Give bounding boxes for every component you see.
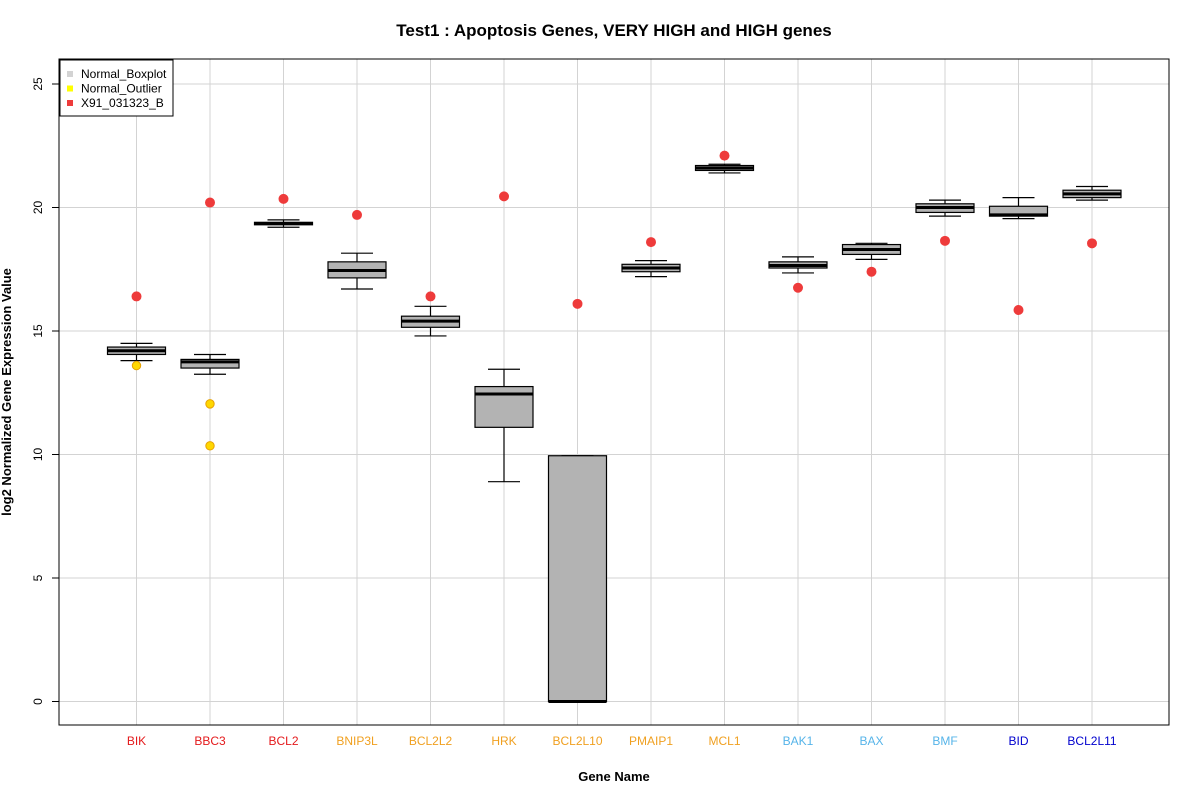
sample-point (866, 266, 877, 277)
x-tick-label: HRK (491, 734, 516, 748)
x-tick-label: PMAIP1 (629, 734, 673, 748)
outlier-point (131, 360, 142, 371)
sample-point (1087, 238, 1097, 249)
x-tick-label: BAX (859, 734, 883, 748)
x-tick-label: BIK (127, 734, 146, 748)
chart-title: Test1 : Apoptosis Genes, VERY HIGH and H… (396, 21, 831, 40)
x-axis-labels: BIK BBC3 BCL2 BNIP3L BCL2L2 HRK BCL2L10 PMAIP1 M… (127, 734, 1117, 748)
sample-point (1013, 305, 1024, 316)
box-body (180, 358, 240, 369)
sample-point (278, 193, 289, 204)
plot-frame (58, 58, 1170, 726)
sample-point (940, 235, 950, 246)
grid (59, 59, 1169, 725)
legend-label: Normal_Boxplot (81, 67, 167, 81)
x-tick-label: BNIP3L (336, 734, 378, 748)
legend-marker (67, 100, 73, 106)
sample-point (719, 150, 730, 161)
x-tick-label: BMF (932, 734, 957, 748)
y-tick-label: 5 (31, 574, 45, 581)
sample-point (499, 191, 509, 202)
legend-marker (67, 85, 73, 92)
x-axis-title: Gene Name (578, 769, 650, 784)
sample-point (205, 197, 215, 208)
x-tick-label: MCL1 (708, 734, 740, 748)
sample-point (646, 237, 656, 248)
box-body (547, 455, 608, 703)
y-axis-title: log2 Normalized Gene Expression Value (0, 268, 14, 516)
sample-point (131, 291, 142, 302)
boxes (106, 163, 1122, 703)
x-tick-label: BCL2L2 (409, 734, 453, 748)
legend-label: X91_031323_B (81, 96, 164, 110)
y-tick-label: 0 (31, 698, 45, 705)
legend-marker (67, 71, 73, 77)
outlier-point (205, 399, 215, 409)
legend-box (59, 59, 174, 117)
x-tick-label: BID (1008, 734, 1028, 748)
points (131, 150, 1097, 451)
x-tick-label: BBC3 (194, 734, 226, 748)
x-tick-label: BCL2L10 (552, 734, 602, 748)
y-tick-label: 25 (31, 77, 45, 91)
sample-point (425, 291, 436, 302)
sample-point (352, 209, 362, 220)
y-tick-label: 20 (31, 201, 45, 215)
y-axis: 0 5 10 15 20 25 (31, 77, 60, 705)
outlier-point (205, 441, 215, 451)
sample-point (793, 282, 803, 293)
legend-label: Normal_Outlier (81, 82, 162, 96)
x-tick-label: BCL2 (268, 734, 298, 748)
x-tick-label: BCL2L11 (1067, 734, 1116, 748)
x-tick-label: BAK1 (783, 734, 814, 748)
y-tick-label: 10 (31, 448, 45, 462)
sample-point (572, 298, 583, 309)
y-tick-label: 15 (31, 324, 45, 338)
